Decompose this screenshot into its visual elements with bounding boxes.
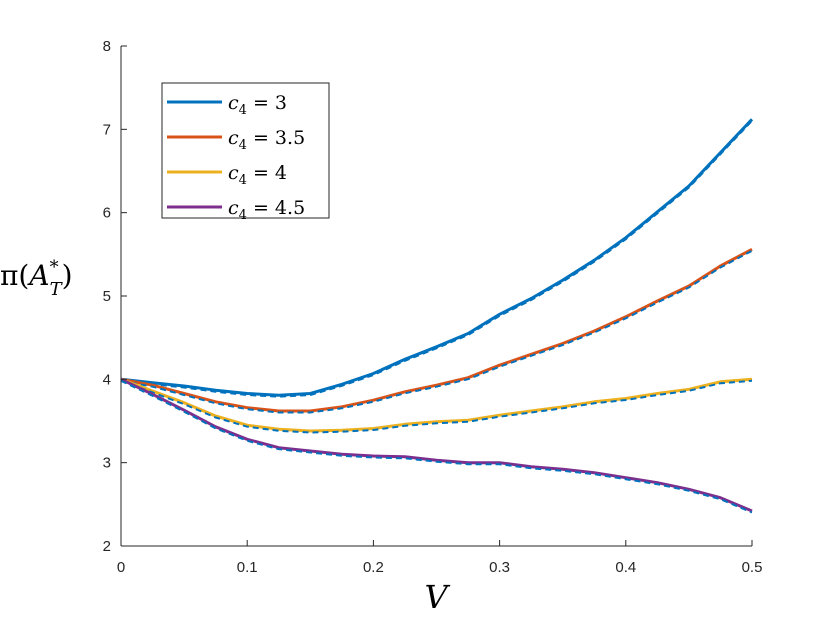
series-lines — [120, 118, 754, 514]
y-tick-label: 6 — [103, 205, 111, 222]
y-tick-label: 5 — [103, 288, 111, 305]
series-line-dashed — [120, 379, 753, 514]
legend-entry: c4 = 3.5 — [167, 127, 305, 153]
legend-label: c4 = 4.5 — [228, 197, 305, 223]
y-axis-label: π(A* T) — [0, 257, 73, 300]
series-line — [120, 377, 753, 513]
legend-box — [161, 82, 330, 219]
x-tick-label: 0.2 — [363, 559, 384, 576]
svg-text:π(A*T): π(A* T) — [0, 257, 73, 300]
y-tick-label: 7 — [103, 121, 111, 138]
x-tick-label: 0.4 — [615, 559, 636, 576]
x-tick-label: 0 — [117, 559, 125, 576]
series-line — [120, 377, 753, 433]
series-line-dashed — [120, 249, 753, 414]
legend-label: c4 = 3 — [228, 92, 287, 118]
x-tick-label: 0.1 — [237, 559, 258, 576]
x-axis-label: V — [424, 578, 450, 616]
legend-entry: c4 = 3 — [167, 92, 287, 118]
plot-area: 0 0.1 0.2 0.3 0.4 0.5 2 3 4 5 6 7 8 — [103, 38, 763, 576]
legend-label: c4 = 4 — [228, 162, 287, 188]
x-tick-label: 0.3 — [489, 559, 510, 576]
x-ticks: 0 0.1 0.2 0.3 0.4 0.5 — [117, 540, 763, 576]
legend-entry: c4 = 4.5 — [167, 197, 305, 223]
y-ticks: 2 3 4 5 6 7 8 — [103, 38, 127, 555]
series-line-dashed — [120, 120, 753, 398]
series-line — [120, 247, 753, 413]
y-tick-label: 8 — [103, 38, 111, 55]
series-line-dashed — [120, 379, 753, 434]
x-tick-label: 0.5 — [742, 559, 763, 576]
y-tick-label: 4 — [103, 371, 111, 388]
y-tick-label: 2 — [103, 538, 111, 555]
legend: c4 = 3 c4 = 3.5 c4 = 4 c4 = 4.5 — [161, 82, 330, 223]
legend-label: c4 = 3.5 — [228, 127, 305, 153]
y-tick-label: 3 — [103, 455, 111, 472]
legend-entry: c4 = 4 — [167, 162, 287, 188]
series-line — [120, 118, 754, 397]
